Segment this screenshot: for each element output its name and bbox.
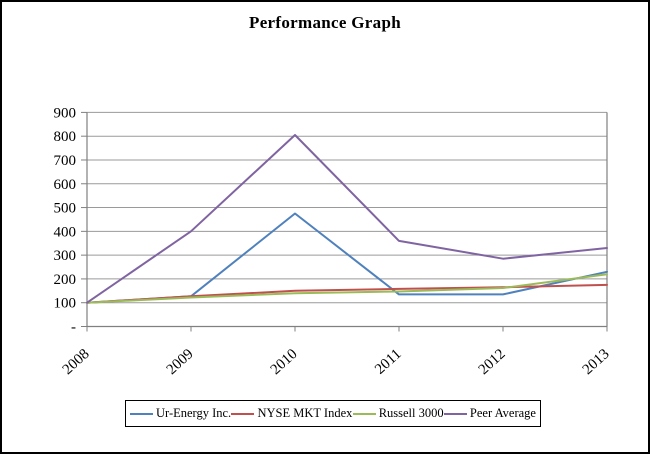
x-tick-label-2008: 2008 xyxy=(60,346,93,378)
y-tick-label-300: 300 xyxy=(54,248,77,264)
x-tick-label-2012: 2012 xyxy=(476,346,509,378)
y-tick-label-500: 500 xyxy=(54,201,77,217)
series-line-russell-3000 xyxy=(86,273,608,304)
y-tick-label-900: 900 xyxy=(54,105,77,121)
y-tick-label-600: 600 xyxy=(54,177,77,193)
legend-line-swatch-peer-average xyxy=(443,412,467,415)
legend-label-nyse-mkt-index: NYSE MKT Index xyxy=(257,406,353,420)
legend-item-nyse-mkt-index: NYSE MKT Index xyxy=(231,406,352,421)
chart-title: Performance Graph xyxy=(249,13,401,32)
series-line-peer-average xyxy=(86,134,608,304)
series-line-nyse-mkt-index xyxy=(86,283,608,304)
legend-label-peer-average: Peer Average xyxy=(469,406,536,420)
y-tick-label-400: 400 xyxy=(54,224,77,240)
chart-legend: Ur-Energy Inc. NYSE MKT Index Russell 3000… xyxy=(125,400,541,427)
legend-item-russell-3000: Russell 3000 xyxy=(352,406,444,421)
y-tick-label-700: 700 xyxy=(54,153,77,169)
y-tick-label-800: 800 xyxy=(54,129,77,145)
y-tick-label-0: - xyxy=(71,320,76,336)
y-tick-label-100: 100 xyxy=(54,296,77,312)
legend-item-ur-energy-inc: Ur-Energy Inc. xyxy=(130,406,231,421)
x-tick-label-2010: 2010 xyxy=(268,346,301,378)
legend-line-swatch-nyse-mkt-index xyxy=(231,412,255,415)
x-tick-label-2013: 2013 xyxy=(580,346,613,378)
legend-line-swatch-ur-energy-inc xyxy=(130,412,153,415)
legend-line-swatch-russell-3000 xyxy=(352,412,376,415)
legend-item-peer-average: Peer Average xyxy=(443,406,536,421)
x-tick-label-2009: 2009 xyxy=(164,346,197,378)
y-tick-label-200: 200 xyxy=(54,272,77,288)
legend-label-ur-energy-inc: Ur-Energy Inc. xyxy=(156,406,232,420)
x-tick-label-2011: 2011 xyxy=(372,346,405,378)
legend-label-russell-3000: Russell 3000 xyxy=(378,406,444,420)
